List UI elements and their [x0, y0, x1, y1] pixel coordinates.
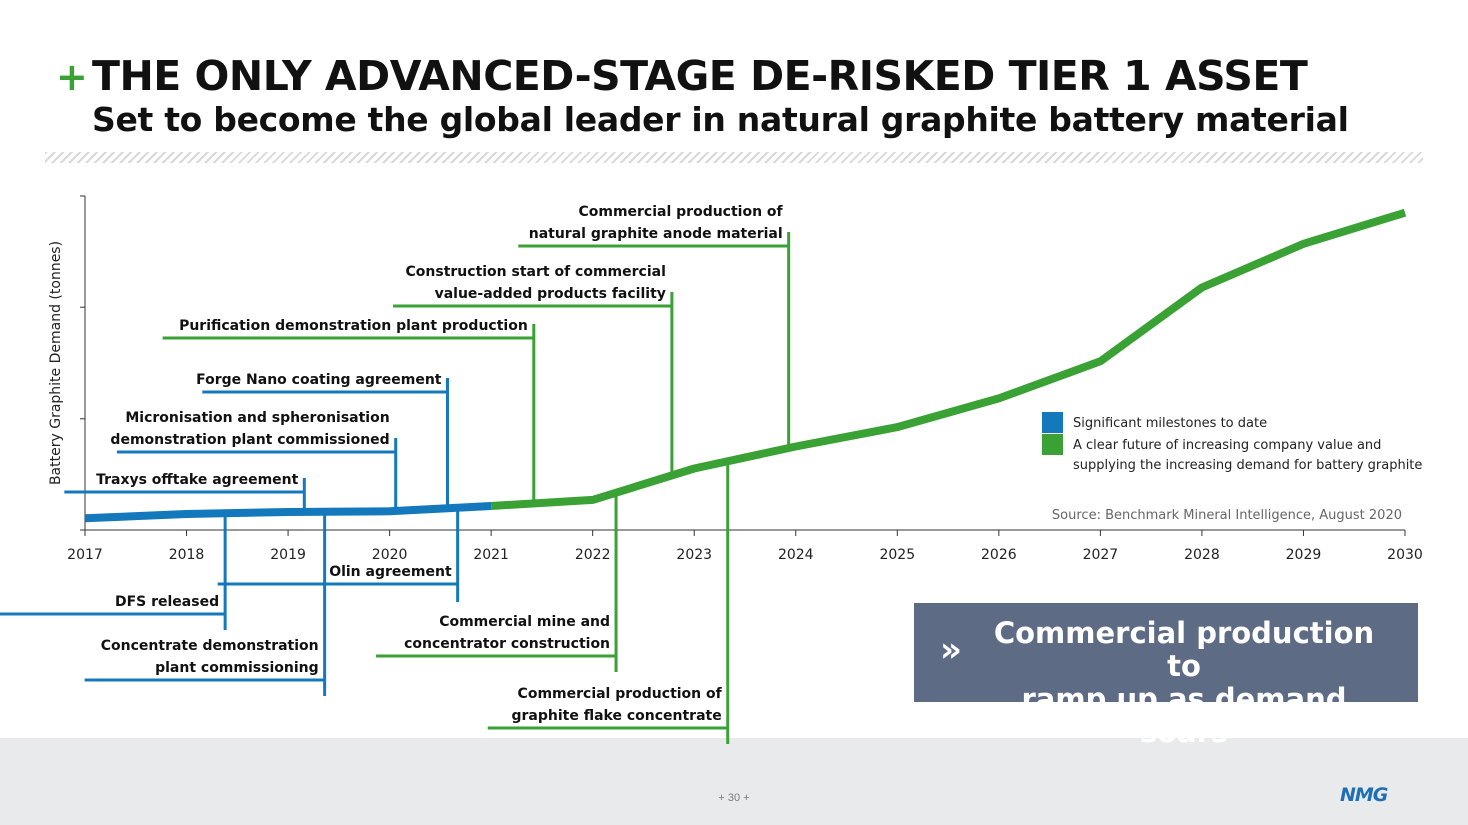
annotation-label: Micronisation and spheronisation demonstr… [110, 410, 389, 448]
x-tick-label: 2020 [372, 547, 408, 563]
footer-band [0, 738, 1468, 825]
page-number: + 30 + [718, 792, 750, 804]
series-line-milestones [84, 502, 492, 523]
annotation-label: Purification demonstration plant product… [179, 318, 528, 334]
x-tick-label: 2027 [1083, 547, 1119, 563]
legend-swatch-milestones [1042, 412, 1063, 433]
annotation-label: Olin agreement [329, 564, 452, 580]
x-tick-label: 2022 [575, 547, 611, 563]
annotation-label: Construction start of commercial value-ad… [406, 264, 666, 302]
callout-box: » Commercial production to ramp up as de… [914, 603, 1418, 749]
legend-swatch-future [1042, 434, 1063, 455]
x-tick-label: 2023 [676, 547, 712, 563]
callout-text: Commercial production to ramp up as dema… [993, 616, 1375, 749]
nmg-logo: NMG [1340, 784, 1388, 806]
annotation-label: Traxys offtake agreement [96, 472, 299, 488]
legend-label: Significant milestones to date [1073, 416, 1267, 431]
annotation-label: DFS released [115, 594, 219, 610]
x-tick-label: 2024 [778, 547, 814, 563]
x-tick-label: 2019 [270, 547, 306, 563]
x-tick-label: 2025 [879, 547, 915, 563]
x-tick-label: 2018 [169, 547, 205, 563]
annotation-label: Commercial production of natural graphite… [529, 204, 784, 242]
legend-label: A clear future of increasing company val… [1073, 438, 1422, 473]
x-tick-label: 2021 [473, 547, 509, 563]
annotation-label: Concentrate demonstration plant commissio… [101, 638, 319, 676]
x-tick-label: 2030 [1387, 547, 1423, 563]
annotation-label: Commercial production of graphite flake c… [512, 686, 723, 724]
x-tick-label: 2026 [981, 547, 1017, 563]
annotation-label: Forge Nano coating agreement [196, 372, 442, 388]
x-tick-label: 2017 [67, 547, 103, 563]
page-subtitle: Set to become the global leader in natur… [92, 100, 1349, 139]
double-chevron-icon: » [940, 630, 962, 670]
annotation-label: Commercial mine and concentrator construc… [404, 614, 610, 652]
hatched-divider [45, 152, 1423, 163]
title-plus-icon: + [56, 55, 88, 99]
x-tick-label: 2029 [1286, 547, 1322, 563]
y-axis-label: Battery Graphite Demand (tonnes) [48, 241, 64, 485]
x-tick-label: 2028 [1184, 547, 1220, 563]
source-note: Source: Benchmark Mineral Intelligence, … [1052, 508, 1402, 523]
page-title: THE ONLY ADVANCED-STAGE DE-RISKED TIER 1… [92, 52, 1308, 100]
series-line-future [490, 208, 1407, 510]
